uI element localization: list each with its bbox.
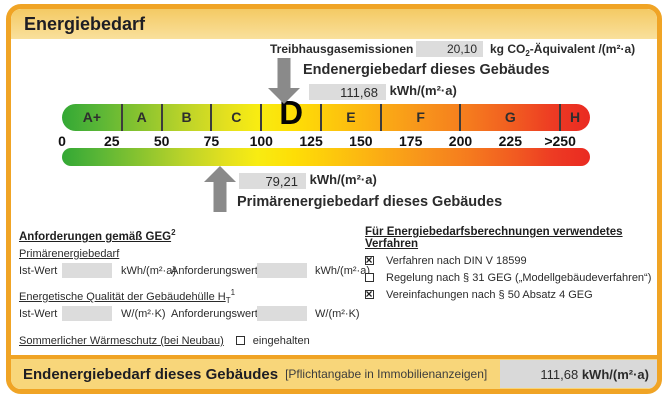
class-letter-H: H [569,109,581,125]
class-boundary-tick [120,104,123,131]
primaerenergie-label: Primärenergiebedarf dieses Gebäudes [237,194,503,210]
scale-number: 125 [299,133,323,149]
scale-number: >250 [544,133,576,149]
endenergie-value-box: 111,68 [309,83,386,100]
scale-bar-top: A+ A B C D E F G H [62,94,590,131]
endenergie-value-row: 111,68 kWh/(m²·a) [309,83,457,100]
emissions-unit-pre: kg CO [490,42,526,56]
class-letter-F: F [416,109,425,125]
primaerenergie-value-row: 79,21 kWh/(m²·a) [239,172,377,189]
sommer-waermeschutz-row: Sommerlicher Wärmeschutz (bei Neubau) ein… [19,335,310,351]
emissions-label: Treibhausgasemissionen [270,42,414,56]
ist-wert-unit: W/(m²·K) [121,308,166,320]
anforderungswert-input[interactable] [257,306,307,321]
endenergie-value: 111,68 [340,84,378,100]
class-letter-G: G [504,109,516,125]
efficiency-scale: A+ A B C D E F G H 0 25 50 75 100 125 150 175 200 225 >250 [58,58,590,212]
emissions-unit-post: -Äquivalent /(m²·a) [529,42,636,56]
class-letter-A+: A+ [82,109,102,125]
verfahren-item-label: Vereinfachungen nach § 50 Absatz 4 GEG [386,289,593,301]
primaerenergie-subheading: Primärenergiebedarf [19,248,120,260]
eingehalten-label: eingehalten [252,335,310,347]
down-arrow-icon [277,58,291,88]
verfahren-item: Regelung nach § 31 GEG („Modellgebäudeve… [365,272,655,284]
class-boundary-tick [260,104,263,131]
sommer-checkbox[interactable] [235,336,245,345]
sommer-waermeschutz-label: Sommerlicher Wärmeschutz (bei Neubau) [19,335,224,347]
content-area: Treibhausgasemissionen 20,10 kg CO2-Äqui… [11,39,657,355]
ist-wert-label: Ist-Wert [19,265,58,277]
scale-number: 75 [203,133,220,149]
anforderungswert-unit: kWh/(m²·a) [315,265,370,277]
class-boundary-tick [320,104,323,131]
class-boundary-tick [379,104,382,131]
emissions-value: 20,10 [446,42,477,56]
class-boundary-tick [210,104,213,131]
verfahren-item: Verfahren nach DIN V 18599 [365,253,655,267]
class-letter-C: C [231,109,242,125]
class-boundary-tick [459,104,462,131]
footnote-2: 2 [171,228,176,237]
endenergie-arrow [268,58,301,104]
verfahren-item: Vereinfachungen nach § 50 Absatz 4 GEG [365,287,655,301]
primaerenergie-unit: kWh/(m²·a) [309,172,377,187]
class-letter-E: E [346,109,356,125]
ist-wert-input[interactable] [62,263,112,278]
class-letter-A: A [136,109,147,125]
scale-number: 225 [498,133,522,149]
ist-wert-label: Ist-Wert [19,308,58,320]
scale-number: 0 [58,133,66,149]
scale-number: 150 [349,133,373,149]
scale-number: 100 [249,133,273,149]
footer-pflichtangabe-note: [Pflichtangabe in Immobilienanzeigen] [285,367,488,381]
class-boundary-tick [559,104,562,131]
anforderungswert-label: Anforderungswert [171,308,258,320]
footer-band: Endenergiebedarf dieses Gebäudes [Pflich… [11,355,657,389]
verfahren-item-label: Regelung nach § 31 GEG („Modellgebäudeve… [386,272,652,284]
verfahren-list: Verfahren nach DIN V 18599 Regelung nach … [365,253,655,301]
anforderungen-heading: Anforderungen gemäß GEG2 [19,228,176,243]
ist-wert-input[interactable] [62,306,112,321]
footer-value: 111,68 [540,367,579,382]
emissions-unit-sub: 2 [525,49,530,58]
verfahren-checkbox[interactable] [365,253,374,267]
endenergie-unit: kWh/(m²·a) [389,83,457,98]
footer-unit: kWh/(m²·a) [581,367,649,382]
verfahren-checkbox[interactable] [365,287,374,301]
page-title: Energiebedarf [24,13,146,34]
primaerenergie-value-box: 79,21 [239,172,306,189]
verfahren-heading: Für Energiebedarfsberechnungen verwendet… [365,226,623,250]
scale-number: 200 [448,133,473,149]
scale-number: 175 [399,133,423,149]
energy-certificate-card: Energiebedarf Treibhausgasemissionen 20,… [6,4,662,394]
anforderungswert-unit: W/(m²·K) [315,308,360,320]
scale-bar-bottom [62,148,590,166]
subscript-T: T [225,296,231,305]
verfahren-section: Für Energiebedarfsberechnungen verwendet… [365,226,655,301]
header-band: Energiebedarf [11,9,657,39]
endenergie-label: Endenergiebedarf dieses Gebäudes [303,62,550,78]
gebaeudehuelle-subheading: Energetische Qualität der Gebäudehülle H… [19,288,236,305]
verfahren-checkbox[interactable] [365,273,374,282]
class-letter-B: B [181,109,192,125]
emissions-unit: kg CO2-Äquivalent /(m²·a) [490,42,635,58]
footer-value-box: 111,68 kWh/(m²·a) [500,360,657,388]
class-boundary-tick [160,104,163,131]
primaerenergie-arrow [203,166,236,212]
verfahren-item-label: Verfahren nach DIN V 18599 [386,255,527,267]
ist-wert-unit: kWh/(m²·a) [121,265,176,277]
scale-number: 50 [153,133,170,149]
scale-number: 25 [103,133,120,149]
anforderungswert-input[interactable] [257,263,307,278]
footnote-1: 1 [230,288,236,297]
up-arrow-icon [203,166,236,182]
emissions-value-box: 20,10 [416,41,483,57]
footer-endenergie-label: Endenergiebedarf dieses Gebäudes [23,365,279,383]
anforderungswert-label: Anforderungswert [171,265,258,277]
primaerenergie-value: 79,21 [265,173,298,189]
